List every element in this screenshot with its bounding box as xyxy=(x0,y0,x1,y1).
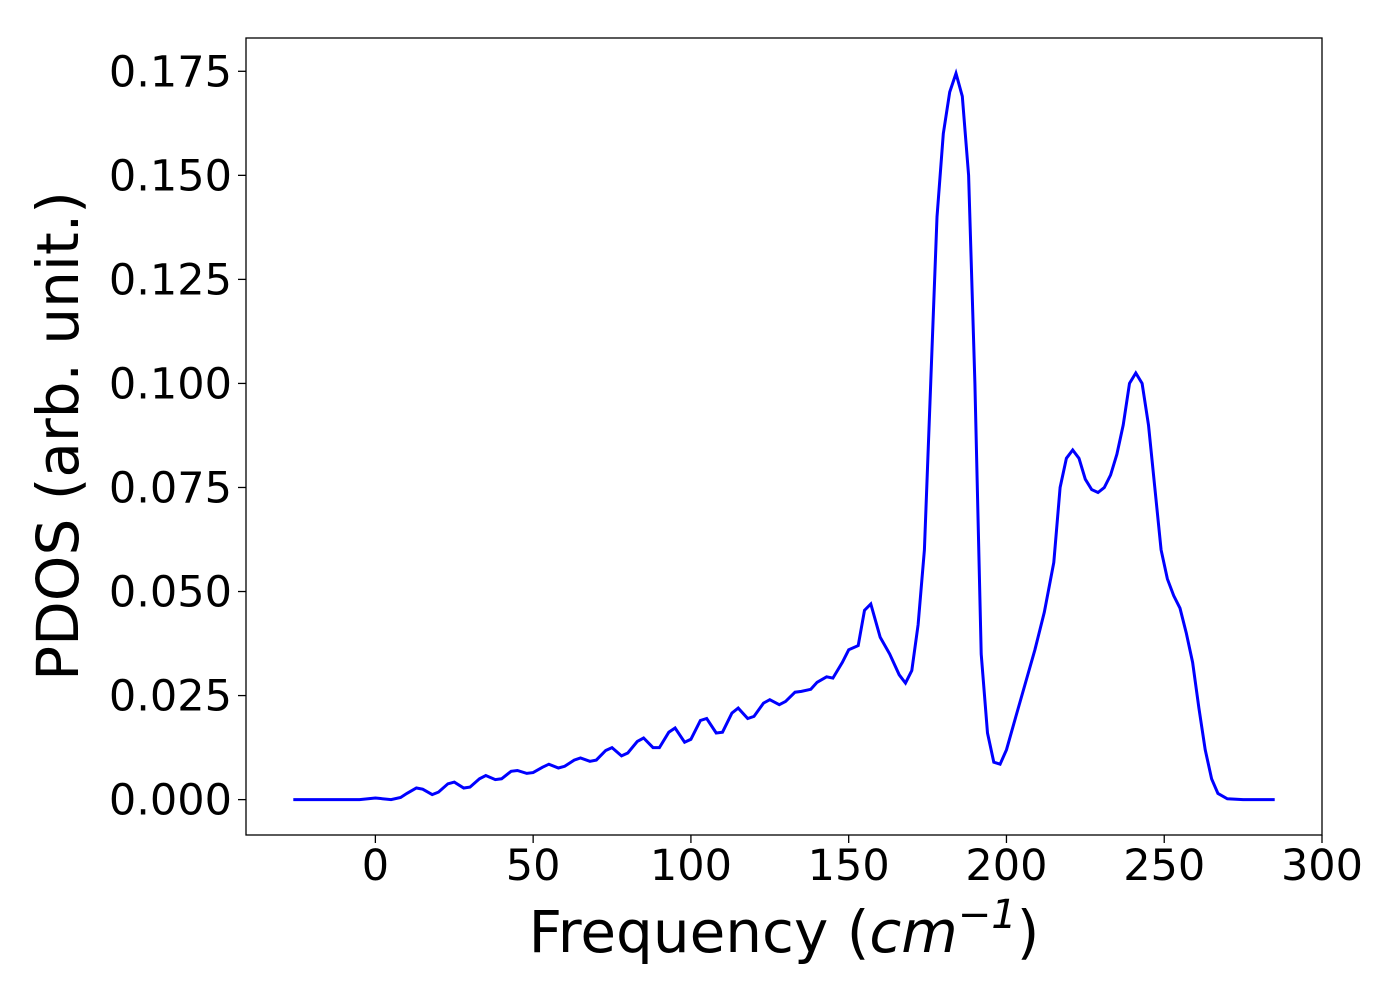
x-axis-label-suffix: ) xyxy=(1017,898,1040,966)
x-tick-label: 100 xyxy=(650,841,732,891)
x-axis-ticks: 0 50 100 150 200 250 300 xyxy=(362,835,1363,891)
y-tick-label: 0.050 xyxy=(109,568,232,618)
pdos-series-line xyxy=(293,68,1275,802)
x-axis-label-unit: cm xyxy=(869,898,957,966)
x-axis-label-prefix: Frequency ( xyxy=(529,898,870,966)
x-tick-label: 200 xyxy=(965,841,1047,891)
y-tick-label: 0.150 xyxy=(109,151,232,201)
x-tick-label: 150 xyxy=(808,841,890,891)
x-tick-label: 50 xyxy=(506,841,561,891)
x-tick-label: 0 xyxy=(362,841,389,891)
x-axis-label-exponent: −1 xyxy=(958,892,1017,938)
y-tick-label: 0.075 xyxy=(109,463,232,513)
y-axis-ticks: 0.000 0.025 0.050 0.075 0.100 0.125 0.150 0.175 xyxy=(109,47,246,826)
plot-frame xyxy=(245,37,1323,836)
y-tick-label: 0.125 xyxy=(109,255,232,305)
y-tick-label: 0.100 xyxy=(109,359,232,409)
y-tick-label: 0.025 xyxy=(109,672,232,722)
y-tick-label: 0.175 xyxy=(109,47,232,97)
x-axis-label: Frequency (cm−1) xyxy=(529,892,1040,966)
y-tick-label: 0.000 xyxy=(109,776,232,826)
x-tick-label: 250 xyxy=(1123,841,1205,891)
y-axis-label: PDOS (arb. unit.) xyxy=(24,191,92,681)
x-tick-label: 300 xyxy=(1281,841,1363,891)
